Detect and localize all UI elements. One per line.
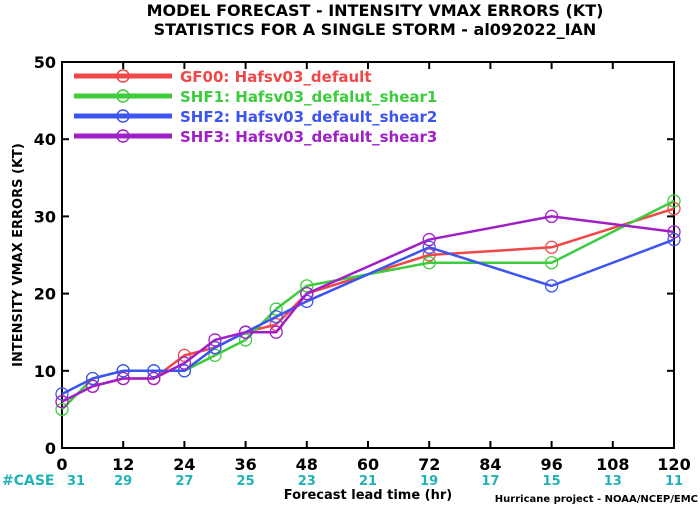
data-point — [116, 371, 130, 386]
chart-title: MODEL FORECAST - INTENSITY VMAX ERRORS (… — [147, 1, 604, 20]
y-ticks: 0 10 20 30 40 50 — [34, 53, 674, 458]
data-point — [544, 209, 559, 224]
data-point — [667, 202, 681, 216]
data-point — [544, 256, 559, 270]
x-tick-label: 0 — [56, 455, 67, 474]
case-count: 27 — [175, 474, 193, 489]
series-1 — [55, 202, 681, 409]
y-axis-label: INTENSITY VMAX ERRORS (KT) — [11, 143, 26, 367]
y-tick-label: 0 — [45, 439, 56, 458]
data-point — [269, 310, 283, 324]
data-point — [177, 356, 192, 370]
legend-marker — [116, 69, 130, 83]
case-count: 29 — [114, 474, 132, 489]
legend-marker — [116, 109, 130, 123]
series-line — [61, 215, 675, 403]
case-count: 19 — [420, 474, 438, 489]
case-count: 23 — [298, 474, 316, 489]
data-point — [300, 286, 314, 301]
series-4 — [55, 209, 681, 409]
y-tick-label: 50 — [34, 53, 56, 72]
data-point — [667, 194, 681, 208]
data-point — [667, 232, 681, 247]
case-count: 31 — [67, 474, 85, 489]
x-tick-label: 48 — [296, 455, 318, 474]
legend-marker — [116, 129, 130, 143]
x-tick-label: 12 — [112, 455, 134, 474]
data-point — [55, 395, 69, 409]
data-point — [208, 348, 222, 363]
data-point — [177, 364, 192, 378]
x-tick-label: 72 — [418, 455, 440, 474]
x-ticks: 0 12 24 36 48 60 72 84 96 108 120 — [56, 62, 691, 474]
chart-subtitle: STATISTICS FOR A SINGLE STORM - al092022… — [154, 20, 597, 39]
x-tick-label: 84 — [479, 455, 501, 474]
data-point — [269, 325, 283, 339]
legend-marker — [116, 89, 130, 103]
legend-label: SHF1: Hafsv03_defalut_shear1 — [180, 88, 437, 106]
data-point — [55, 402, 69, 417]
data-point — [422, 248, 436, 262]
series-layer — [55, 194, 681, 417]
x-tick-label: 120 — [657, 455, 690, 474]
x-tick-label: 36 — [234, 455, 256, 474]
data-point — [238, 325, 253, 339]
data-point — [85, 379, 100, 393]
case-count: 21 — [359, 474, 377, 489]
legend-label: GF00: Hafsv03_default — [180, 68, 371, 86]
x-tick-label: 24 — [173, 455, 195, 474]
data-point — [422, 240, 436, 254]
legend: GF00: Hafsv03_default SHF1: Hafsv03_defal… — [74, 68, 437, 146]
data-point — [208, 333, 222, 347]
data-point — [177, 348, 192, 363]
data-point — [147, 364, 161, 378]
series-line — [61, 238, 675, 396]
legend-label: SHF2: Hafsv03_default_shear2 — [180, 108, 437, 126]
data-point — [238, 333, 253, 347]
case-count: 13 — [604, 474, 622, 489]
case-count: 17 — [481, 474, 499, 489]
data-point — [147, 371, 161, 386]
data-point — [269, 302, 283, 316]
data-point — [422, 256, 436, 270]
data-point — [667, 225, 681, 239]
y-tick-label: 40 — [34, 130, 56, 149]
x-tick-label: 108 — [596, 455, 629, 474]
case-counts: 31 29 27 25 23 21 19 17 15 13 11 — [67, 474, 683, 489]
data-point — [85, 371, 100, 386]
case-count: 25 — [237, 474, 255, 489]
data-point — [544, 279, 559, 293]
data-point — [300, 279, 314, 293]
case-count: 15 — [543, 474, 561, 489]
data-point — [208, 340, 222, 355]
credit-text: Hurricane project - NOAA/NCEP/EMC — [495, 494, 698, 505]
legend-label: SHF3: Hafsv03_default_shear3 — [180, 128, 437, 146]
y-tick-label: 10 — [34, 362, 56, 381]
data-point — [116, 364, 130, 378]
y-tick-label: 20 — [34, 285, 56, 304]
x-tick-label: 60 — [357, 455, 379, 474]
data-point — [422, 232, 436, 247]
x-tick-label: 96 — [540, 455, 562, 474]
data-point — [55, 387, 69, 401]
case-label: #CASE — [2, 473, 55, 489]
x-axis-label: Forecast lead time (hr) — [284, 488, 452, 503]
data-point — [544, 240, 559, 254]
y-tick-label: 30 — [34, 207, 56, 226]
case-count: 11 — [665, 474, 683, 489]
